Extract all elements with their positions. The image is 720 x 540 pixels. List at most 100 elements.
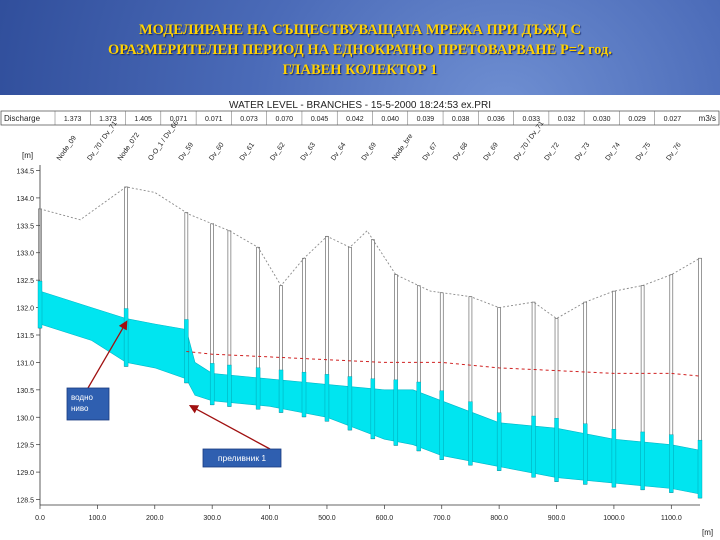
x-tick-label: 1000.0 — [603, 515, 625, 522]
y-tick-label: 129.5 — [16, 443, 34, 450]
manhole-water — [416, 381, 421, 452]
discharge-value: 0.071 — [205, 116, 223, 123]
manhole-water — [531, 415, 536, 478]
callout-water-level: водно ниво — [66, 320, 128, 421]
manhole-water — [496, 412, 502, 471]
y-tick-label: 130.0 — [16, 415, 34, 422]
node-label: Node_09 — [56, 135, 78, 162]
title-line-1: МОДЕЛИРАНЕ НА СЪЩЕСТВУВАЩАТА МРЕЖА ПРИ Д… — [138, 22, 582, 38]
y-tick-label: 132.0 — [16, 306, 34, 313]
discharge-value: 0.033 — [522, 116, 540, 123]
y-tick-label: 128.5 — [16, 498, 34, 505]
y-tick-label: 133.0 — [16, 251, 34, 258]
manhole-water — [209, 363, 215, 406]
discharge-value: 0.032 — [558, 116, 576, 123]
chart-heading: WATER LEVEL - BRANCHES - 15-5-2000 18:24… — [229, 100, 491, 111]
y-tick-label: 131.0 — [16, 360, 34, 367]
callout-water-level-arrow — [87, 320, 128, 389]
y-axis-unit: [m] — [22, 151, 33, 160]
y-tick-label: 129.0 — [16, 470, 34, 477]
x-tick-label: 600.0 — [376, 515, 394, 522]
x-axis-ticks: 0.0 100.0 200.0 300.0 400.0 500.0 600.0 700.0 80… — [35, 505, 682, 522]
y-axis-ticks: 128.5 129.0 129.5 130.0 130.5 131.0 131.5 132.0… — [16, 168, 40, 505]
node-label: Dv_60 — [208, 141, 225, 162]
discharge-value: 0.036 — [487, 116, 505, 123]
water-area — [39, 290, 701, 495]
manhole-water — [37, 280, 43, 329]
manhole-water — [640, 431, 645, 491]
discharge-value: 1.373 — [64, 116, 82, 123]
y-tick-label: 131.5 — [16, 333, 34, 340]
callout-overflow-arrow — [188, 405, 271, 450]
node-label: O-O_1 / Dv_66 — [147, 119, 180, 162]
discharge-value: 0.073 — [240, 116, 258, 123]
ground-level-line — [39, 186, 701, 320]
node-label: Dv_70 / Dv_71 — [513, 120, 545, 162]
x-tick-label: 900.0 — [548, 515, 566, 522]
node-label: Dv_64 — [330, 141, 347, 162]
manhole-water — [393, 379, 399, 446]
manhole-water — [439, 390, 444, 460]
y-tick-label: 133.5 — [16, 223, 34, 230]
discharge-value: 0.029 — [628, 116, 646, 123]
node-label: Dv_59 — [178, 141, 195, 162]
discharge-unit: m3/s — [699, 114, 716, 123]
discharge-value: 0.038 — [452, 116, 470, 123]
manhole-water — [301, 371, 307, 418]
manhole-water — [554, 418, 559, 482]
node-label: Node_072 — [117, 132, 141, 163]
discharge-cells: 1.373 1.373 1.405 0.071 0.071 0.073 0.070 0.045… — [54, 111, 681, 125]
node-label: Dv_67 — [422, 141, 439, 162]
x-tick-label: 800.0 — [490, 515, 508, 522]
x-tick-label: 0.0 — [35, 515, 45, 522]
manhole-water — [324, 374, 330, 422]
node-label: Dv_76 — [665, 141, 682, 162]
chart-panel: WATER LEVEL - BRANCHES - 15-5-2000 18:24… — [0, 95, 720, 540]
node-label: Dv_73 — [574, 141, 591, 162]
x-tick-label: 200.0 — [146, 515, 164, 522]
water-level-profile-chart: WATER LEVEL - BRANCHES - 15-5-2000 18:24… — [0, 100, 720, 537]
discharge-row-frame — [0, 110, 720, 126]
y-tick-label: 130.5 — [16, 388, 34, 395]
node-label: Dv_62 — [269, 141, 286, 162]
title-line-3: ГЛАВЕН КОЛЕКТОР 1 — [282, 62, 438, 78]
callout-water-level-text: водно ниво — [71, 393, 94, 413]
discharge-label: Discharge — [4, 114, 41, 123]
node-label: Dv_69 — [483, 141, 500, 162]
manhole-water — [347, 376, 353, 431]
node-label: Dv_63 — [300, 141, 317, 162]
x-tick-label: 700.0 — [433, 515, 451, 522]
manhole-water — [697, 439, 703, 499]
y-tick-label: 134.0 — [16, 196, 34, 203]
discharge-value: 0.030 — [593, 116, 611, 123]
manhole-shafts — [37, 186, 703, 499]
node-label: Dv_61 — [239, 141, 256, 162]
callout-water-level-box — [66, 387, 110, 421]
discharge-value: 1.373 — [99, 116, 117, 123]
discharge-value: 0.042 — [346, 116, 364, 123]
x-tick-label: 300.0 — [203, 515, 221, 522]
manhole-water — [255, 367, 261, 410]
discharge-value: 0.071 — [170, 116, 188, 123]
manhole-water — [611, 428, 617, 488]
discharge-value: 0.040 — [381, 116, 399, 123]
node-label: Dv_74 — [604, 141, 621, 162]
title-line-2: ОРАЗМЕРИТЕЛЕН ПЕРИОД НА ЕДНОКРАТНО ПРЕТО… — [108, 42, 612, 58]
x-tick-label: 1100.0 — [661, 515, 682, 522]
manhole-water — [278, 369, 284, 413]
node-label: Dv_70 / Dv_71 — [86, 120, 118, 162]
node-label: Dv_75 — [635, 141, 652, 162]
discharge-value: 0.070 — [276, 116, 294, 123]
manhole-water — [583, 423, 588, 485]
callout-overflow-box — [202, 448, 282, 468]
x-tick-label: 500.0 — [318, 515, 336, 522]
manhole-water — [123, 308, 129, 367]
node-label: Dv_72 — [544, 141, 561, 162]
x-tick-label: 100.0 — [89, 515, 107, 522]
node-label: Dv_68 — [452, 141, 469, 162]
slide-title: МОДЕЛИРАНЕ НА СЪЩЕСТВУВАЩАТА МРЕЖА ПРИ Д… — [0, 20, 720, 80]
manhole-water — [370, 378, 376, 440]
y-tick-label: 134.5 — [16, 168, 34, 175]
discharge-value: 1.405 — [134, 116, 152, 123]
